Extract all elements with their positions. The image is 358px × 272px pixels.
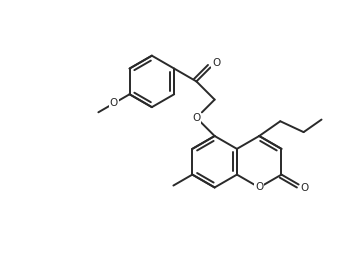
Text: O: O (110, 98, 118, 108)
Text: O: O (255, 183, 263, 193)
Text: O: O (192, 113, 200, 123)
Text: O: O (212, 58, 221, 69)
Text: O: O (300, 183, 309, 193)
